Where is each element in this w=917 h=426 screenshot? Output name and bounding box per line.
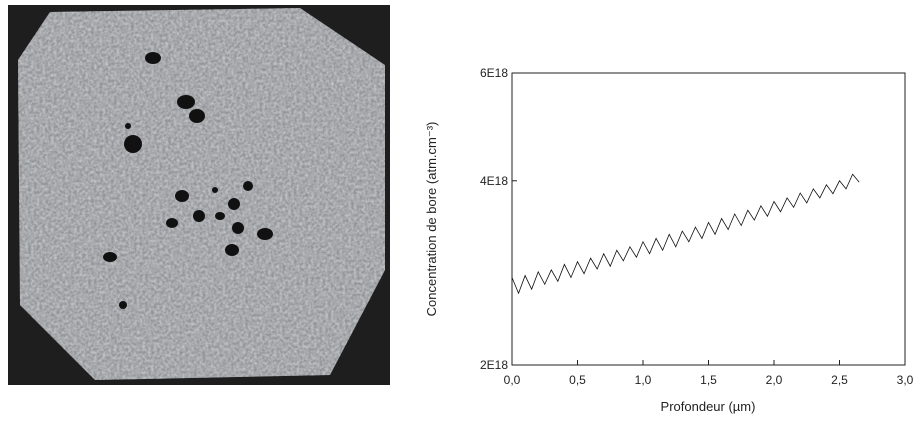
pits xyxy=(103,52,273,309)
y-axis-label: Concentration de bore (atm.cm⁻³) xyxy=(424,122,439,317)
y-tick-label: 4E18 xyxy=(480,174,508,188)
sample-texture xyxy=(18,8,385,380)
y-tick-label: 2E18 xyxy=(480,358,508,372)
x-tick-label: 1,0 xyxy=(635,373,652,387)
data-line xyxy=(511,173,860,295)
plot-frame xyxy=(511,72,906,366)
x-tick-label: 2,0 xyxy=(766,373,783,387)
x-axis-label: Profondeur (µm) xyxy=(661,399,756,414)
x-tick-label: 3,0 xyxy=(897,373,914,387)
y-tick-label: 6E18 xyxy=(480,66,508,80)
sample-photo xyxy=(8,5,390,385)
x-tick-label: 0,0 xyxy=(504,373,521,387)
x-tick-label: 1,5 xyxy=(700,373,717,387)
x-tick-label: 0,5 xyxy=(569,373,586,387)
x-tick-label: 2,5 xyxy=(831,373,848,387)
